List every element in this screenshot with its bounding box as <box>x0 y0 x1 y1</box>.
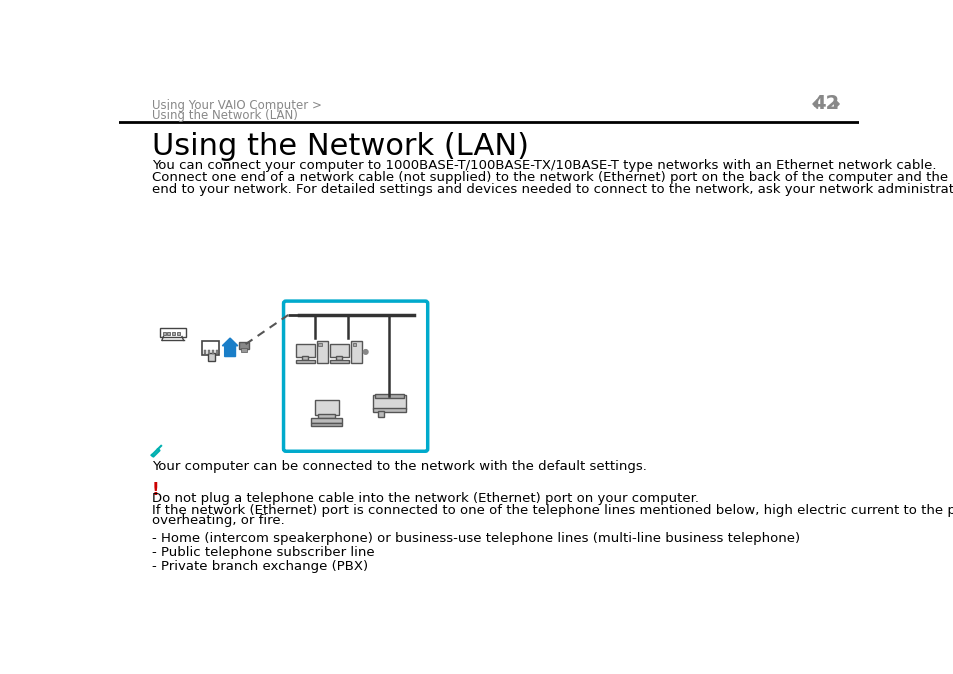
Text: You can connect your computer to 1000BASE-T/100BASE-TX/10BASE-T type networks wi: You can connect your computer to 1000BAS… <box>152 160 935 173</box>
Text: - Home (intercom speakerphone) or business-use telephone lines (multi-line busin: - Home (intercom speakerphone) or busine… <box>152 532 799 545</box>
Bar <box>373 395 406 409</box>
FancyBboxPatch shape <box>283 301 427 452</box>
Text: Connect one end of a network cable (not supplied) to the network (Ethernet) port: Connect one end of a network cable (not … <box>152 171 953 184</box>
Bar <box>302 356 308 360</box>
Bar <box>375 394 404 398</box>
Bar <box>318 415 335 418</box>
Bar <box>159 328 186 336</box>
Bar <box>295 344 314 357</box>
Polygon shape <box>812 99 817 109</box>
Bar <box>204 350 206 355</box>
Text: Your computer can be connected to the network with the default settings.: Your computer can be connected to the ne… <box>152 460 646 472</box>
Text: - Public telephone subscriber line: - Public telephone subscriber line <box>152 546 374 559</box>
Bar <box>208 350 210 355</box>
Bar <box>373 408 406 412</box>
Text: end to your network. For detailed settings and devices needed to connect to the : end to your network. For detailed settin… <box>152 183 953 195</box>
Bar <box>176 332 179 335</box>
Bar <box>335 356 342 360</box>
Bar <box>162 332 166 335</box>
Bar <box>212 350 213 355</box>
Bar <box>330 360 348 363</box>
Bar <box>241 348 247 352</box>
Bar <box>318 344 321 346</box>
FancyArrow shape <box>222 338 237 357</box>
Bar <box>311 418 342 423</box>
Text: Using the Network (LAN): Using the Network (LAN) <box>152 109 297 123</box>
Text: - Private branch exchange (PBX): - Private branch exchange (PBX) <box>152 560 368 573</box>
Text: Using the Network (LAN): Using the Network (LAN) <box>152 133 528 162</box>
Bar <box>315 400 338 415</box>
Bar <box>316 341 328 363</box>
Text: Using Your VAIO Computer >: Using Your VAIO Computer > <box>152 98 321 112</box>
Text: overheating, or fire.: overheating, or fire. <box>152 514 284 527</box>
Circle shape <box>363 350 368 355</box>
Bar <box>172 332 174 335</box>
Bar <box>208 353 214 361</box>
Bar <box>353 344 355 346</box>
Text: If the network (Ethernet) port is connected to one of the telephone lines mentio: If the network (Ethernet) port is connec… <box>152 503 953 516</box>
Bar <box>202 341 219 355</box>
Bar <box>238 342 249 349</box>
Bar <box>167 332 171 335</box>
Bar <box>216 350 217 355</box>
Bar <box>351 341 361 363</box>
Text: 42: 42 <box>812 94 839 113</box>
Text: !: ! <box>152 481 159 499</box>
Bar <box>311 423 342 426</box>
Text: Do not plug a telephone cable into the network (Ethernet) port on your computer.: Do not plug a telephone cable into the n… <box>152 492 698 505</box>
Polygon shape <box>834 99 839 109</box>
Bar <box>377 411 384 417</box>
Bar <box>295 360 314 363</box>
Bar <box>330 344 348 357</box>
